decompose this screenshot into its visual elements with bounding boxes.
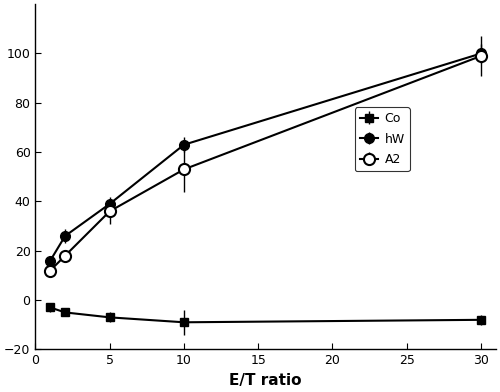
X-axis label: E/T ratio: E/T ratio [230, 373, 302, 388]
Legend: Co, hW, A2: Co, hW, A2 [354, 107, 410, 171]
